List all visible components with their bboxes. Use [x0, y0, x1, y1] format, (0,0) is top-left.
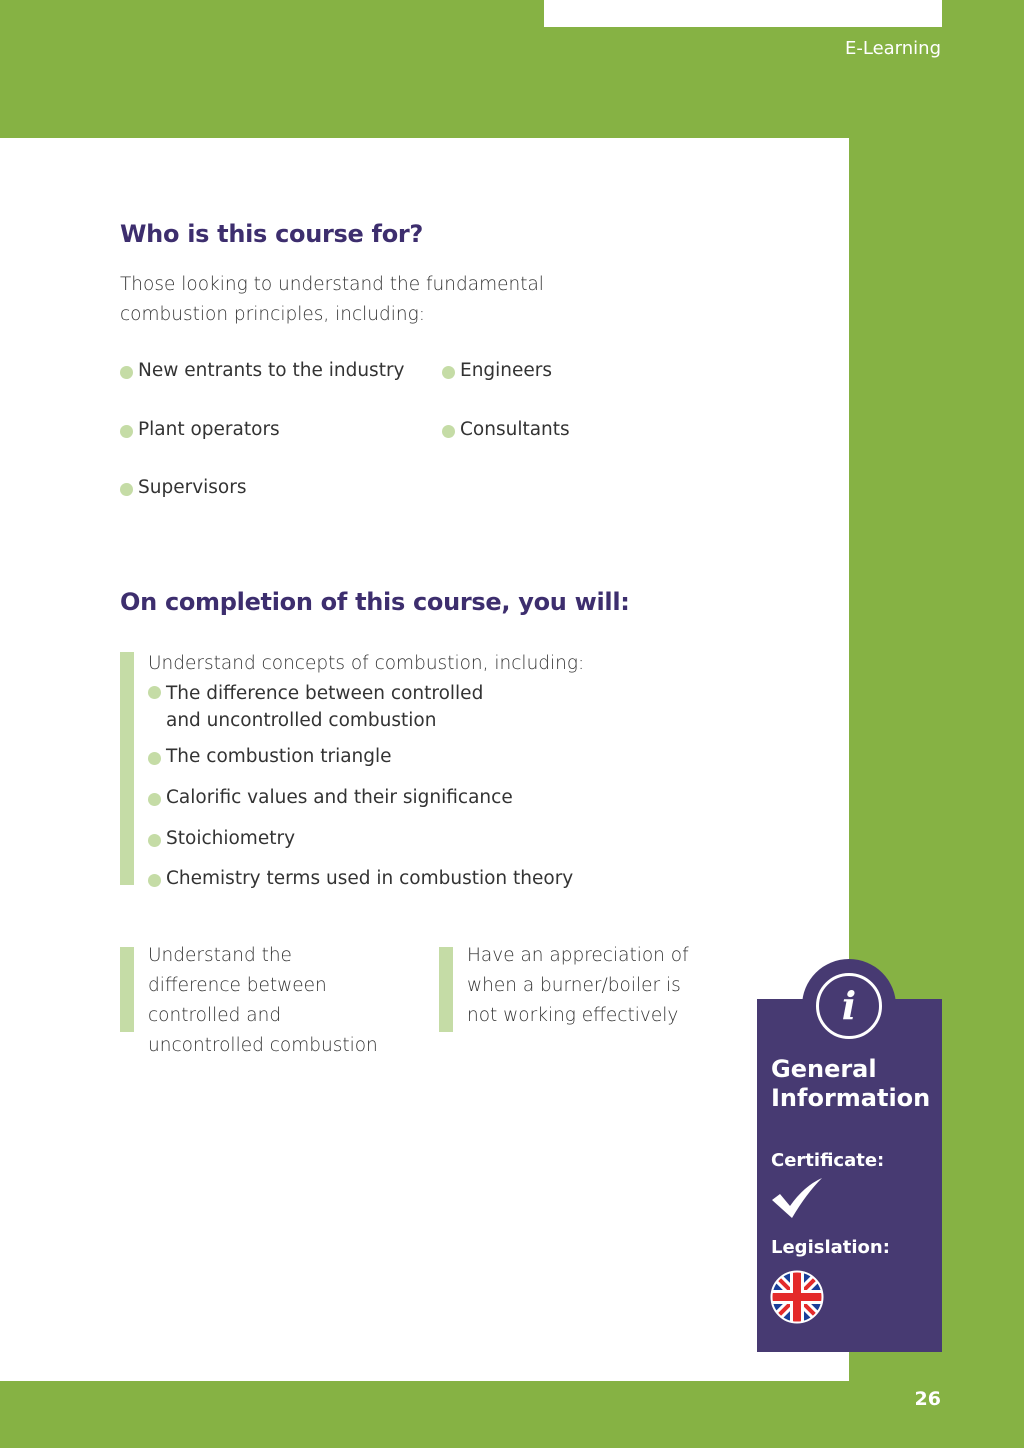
- certificate-label: Certificate:: [771, 1150, 885, 1171]
- content-page: Who is this course for? Those looking to…: [0, 138, 849, 1381]
- completion-heading: On completion of this course, you will:: [120, 588, 630, 616]
- concept-item: The combustion triangle: [148, 746, 392, 767]
- uk-flag-icon: [770, 1270, 824, 1324]
- page-number: 26: [914, 1388, 941, 1410]
- concept-item: Stoichiometry: [148, 828, 295, 849]
- concepts-intro: Understand concepts of combustion, inclu…: [148, 653, 585, 674]
- audience-item: New entrants to the industry: [120, 360, 405, 381]
- audience-item: Plant operators: [120, 419, 280, 440]
- concept-item: Calorific values and their significance: [148, 787, 513, 808]
- audience-item: Engineers: [442, 360, 552, 381]
- section-label: E-Learning: [844, 38, 941, 59]
- concept-item: Chemistry terms used in combustion theor…: [148, 868, 573, 889]
- audience-item: Supervisors: [120, 477, 247, 498]
- info-title: General Information: [771, 1055, 931, 1112]
- header-tab: [544, 0, 942, 27]
- who-intro: Those looking to understand the fundamen…: [120, 274, 544, 325]
- audience-item: Consultants: [442, 419, 570, 440]
- who-heading: Who is this course for?: [120, 220, 424, 248]
- concept-item: The difference between controlled and un…: [148, 680, 518, 734]
- checkmark-icon: [772, 1178, 822, 1218]
- accent-bar: [120, 947, 134, 1032]
- legislation-label: Legislation:: [771, 1237, 890, 1258]
- accent-bar: [439, 947, 453, 1032]
- accent-bar: [120, 652, 134, 885]
- outcome-2: Have an appreciation of when a burner/bo…: [467, 945, 689, 1026]
- outcome-1: Understand the difference between contro…: [148, 945, 378, 1056]
- info-icon: i: [816, 973, 882, 1039]
